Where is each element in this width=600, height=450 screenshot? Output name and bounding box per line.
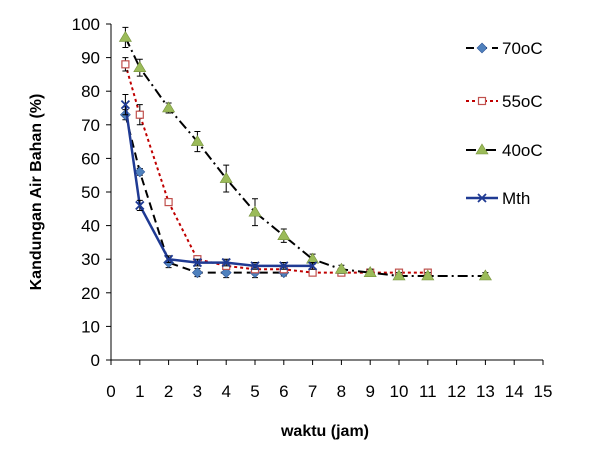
series-mth-line — [124, 104, 313, 268]
series-mth-point — [279, 261, 289, 271]
series-55oc-point — [121, 60, 130, 69]
series-mth-point — [120, 100, 131, 110]
series-mth-point — [135, 200, 145, 211]
x-tick-label: 13 — [476, 382, 495, 401]
x-tick-label: 12 — [447, 382, 466, 401]
x-tick-label: 1 — [135, 382, 144, 401]
x-tick-label: 10 — [390, 382, 409, 401]
series-70oc-point — [220, 267, 232, 279]
series-70oc-point — [134, 166, 146, 178]
x-tick-label: 0 — [106, 382, 115, 401]
x-tick-label: 2 — [164, 382, 173, 401]
series-40oc-point — [363, 266, 377, 277]
y-tick-label: 20 — [81, 284, 100, 303]
series-40oc-point — [248, 205, 262, 217]
series-mth-point — [221, 257, 231, 268]
x-tick-label: 9 — [365, 382, 374, 401]
series-40oc-point — [162, 101, 176, 113]
series-70oc-line — [124, 114, 284, 274]
y-tick-label: 50 — [81, 183, 100, 202]
x-tick-label: 6 — [279, 382, 288, 401]
series-55oc — [121, 57, 432, 277]
legend-item-70oc: 70oC — [466, 39, 543, 58]
legend-item-70oc-point — [476, 42, 488, 54]
series-group — [118, 26, 492, 281]
y-tick-label: 40 — [81, 217, 100, 236]
legend-item-mth: Mth — [466, 189, 530, 208]
y-tick-label: 90 — [81, 49, 100, 68]
legend-item-mth-point — [477, 193, 487, 203]
series-55oc-point — [164, 197, 173, 207]
y-tick-label: 30 — [81, 250, 100, 269]
series-40oc-line — [124, 36, 486, 277]
legend-item-55oc-point — [477, 96, 487, 106]
series-40oc-point — [219, 171, 233, 183]
x-tick-label: 15 — [534, 382, 553, 401]
series-40oc-point — [478, 269, 492, 281]
y-tick-label: 60 — [81, 149, 100, 168]
x-tick-label: 7 — [308, 382, 317, 401]
legend-item-40oc-point — [475, 143, 489, 155]
x-tick-label: 5 — [250, 382, 259, 401]
x-tick-label: 14 — [505, 382, 524, 401]
legend-item-55oc-label: 55oC — [502, 92, 543, 111]
legend-item-40oc: 40oC — [466, 141, 543, 160]
legend-item-70oc-label: 70oC — [502, 39, 543, 58]
series-mth — [120, 94, 318, 271]
legend-item-mth-label: Mth — [502, 189, 530, 208]
x-tick-label: 11 — [419, 382, 437, 401]
legend-item-55oc: 55oC — [466, 92, 543, 111]
series-40oc — [118, 26, 492, 281]
series-mth-point — [163, 254, 174, 264]
series-40oc-point — [277, 229, 291, 240]
series-55oc-line — [124, 64, 428, 274]
y-tick-label: 0 — [91, 351, 100, 370]
x-tick-label: 8 — [337, 382, 346, 401]
series-mth-point — [192, 257, 203, 268]
x-tick-label: 3 — [193, 382, 202, 401]
series-40oc-point — [118, 30, 132, 42]
series-40oc-point — [133, 61, 147, 72]
series-40oc-point — [190, 135, 204, 146]
x-tick-label: 4 — [221, 382, 230, 401]
series-40oc-point — [334, 262, 348, 274]
y-axis-title: Kandungan Air Bahan (%) — [28, 94, 45, 291]
y-tick-label: 80 — [81, 82, 100, 101]
series-mth-point — [307, 261, 318, 271]
series-40oc-point — [392, 269, 406, 281]
y-tick-label: 100 — [72, 15, 100, 34]
series-55oc-point — [135, 110, 144, 119]
series-70oc-point — [191, 267, 203, 279]
y-tick-label: 70 — [81, 116, 100, 135]
y-tick-label: 10 — [81, 317, 100, 336]
series-40oc-point — [421, 269, 435, 281]
x-axis-title: waktu (jam) — [280, 423, 369, 440]
series-mth-point — [250, 261, 260, 271]
series-55oc-point — [308, 268, 317, 277]
legend: 70oC 55oC 40oC Mth — [466, 39, 543, 208]
legend-item-40oc-label: 40oC — [502, 141, 543, 160]
